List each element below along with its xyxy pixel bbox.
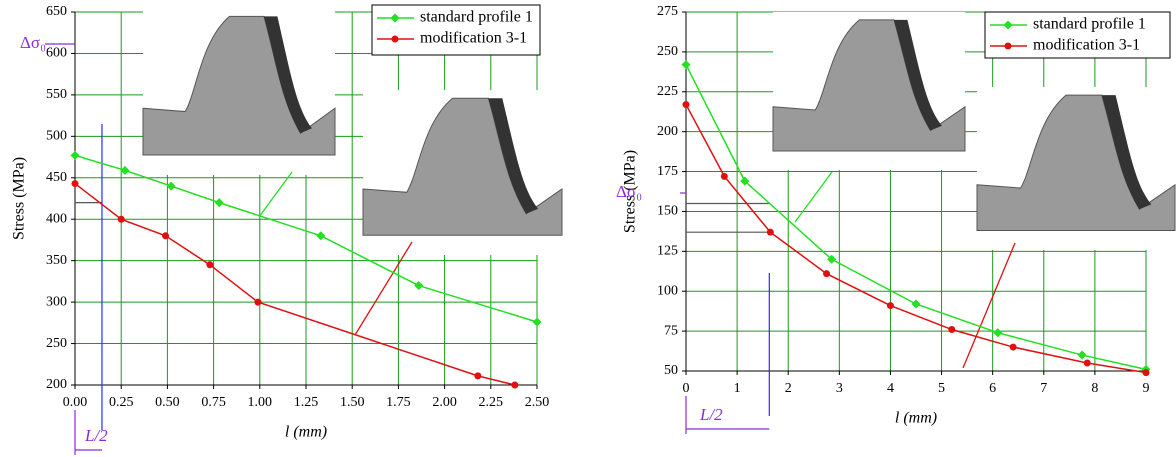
x-tick-label: 2.25 (479, 395, 504, 410)
y-tick-label: 250 (46, 336, 67, 351)
y-tick-label: 650 (46, 4, 67, 19)
y-tick-label: 500 (46, 129, 67, 144)
legend-label: standard profile 1 (420, 9, 533, 26)
pointer-arrow (963, 243, 1015, 368)
x-tick-label: 3 (836, 381, 843, 396)
x-tick-label: 1.75 (386, 395, 411, 410)
mesh-inset (977, 87, 1175, 250)
y-tick-label: 175 (657, 164, 678, 179)
mesh-inset (363, 90, 562, 255)
marker-diamond (682, 60, 691, 69)
marker-diamond (167, 182, 176, 191)
x-tick-label: 8 (1091, 381, 1098, 396)
x-axis-label: l (mm) (895, 410, 937, 427)
marker-diamond (533, 318, 542, 327)
x-tick-label: 2.50 (525, 395, 550, 410)
marker-circle (72, 180, 79, 187)
x-tick-label: 0 (683, 381, 690, 396)
y-tick-label: 450 (46, 170, 67, 185)
x-tick-label: 1.50 (340, 395, 365, 410)
y-tick-label: 75 (664, 323, 678, 338)
marker-circle (1005, 43, 1012, 50)
marker-circle (721, 173, 728, 180)
x-tick-label: 1 (734, 381, 741, 396)
annotation-delta: Δσ₀ (616, 182, 642, 201)
y-tick-label: 350 (46, 253, 67, 268)
x-tick-label: 1.00 (248, 395, 273, 410)
y-tick-label: 275 (657, 4, 678, 19)
y-tick-label: 200 (46, 377, 67, 392)
marker-circle (683, 101, 690, 108)
y-tick-label: 400 (46, 211, 67, 226)
x-tick-label: 2 (785, 381, 792, 396)
y-tick-label: 100 (657, 283, 678, 298)
marker-circle (823, 270, 830, 277)
marker-circle (162, 232, 169, 239)
x-tick-label: 0.50 (155, 395, 180, 410)
marker-circle (118, 216, 125, 223)
x-axis-label: l (mm) (285, 424, 327, 441)
x-tick-label: 0.00 (63, 395, 88, 410)
y-tick-label: 200 (657, 124, 678, 139)
marker-circle (392, 36, 399, 43)
figure: 2002503003504004505005506006500.000.250.… (0, 0, 1176, 457)
marker-diamond (912, 299, 921, 308)
x-tick-label: 4 (887, 381, 894, 396)
marker-diamond (1078, 351, 1087, 360)
marker-circle (474, 372, 481, 379)
mesh-inset (773, 12, 965, 170)
pointer-arrow (795, 172, 832, 222)
marker-circle (254, 299, 261, 306)
pointer-arrow (259, 172, 292, 217)
marker-diamond (414, 281, 423, 290)
y-tick-label: 50 (664, 363, 678, 378)
x-tick-label: 9 (1143, 381, 1150, 396)
marker-circle (1143, 369, 1150, 376)
marker-circle (767, 229, 774, 236)
pointer-arrow (355, 242, 412, 335)
x-tick-label: 0.75 (201, 395, 226, 410)
x-tick-label: 2.00 (432, 395, 457, 410)
marker-circle (1010, 344, 1017, 351)
y-tick-label: 550 (46, 87, 67, 102)
x-tick-label: 5 (938, 381, 945, 396)
y-axis-label: Stress (MPa) (11, 157, 28, 240)
annotation-half: L/2 (699, 405, 723, 424)
marker-circle (948, 326, 955, 333)
x-tick-label: 1.25 (294, 395, 319, 410)
legend-label: modification 3-1 (1033, 37, 1140, 54)
y-tick-label: 150 (657, 204, 678, 219)
y-tick-label: 250 (657, 44, 678, 59)
marker-circle (511, 382, 518, 389)
x-tick-label: 0.25 (109, 395, 134, 410)
marker-diamond (993, 328, 1002, 337)
legend: standard profile 1 modification 3-1 (372, 5, 540, 55)
annotation-delta: Δσ₀ (20, 33, 46, 52)
marker-diamond (71, 151, 80, 160)
marker-circle (206, 261, 213, 268)
legend-label: standard profile 1 (1033, 16, 1146, 33)
legend: standard profile 1 modification 3-1 (985, 12, 1170, 58)
y-tick-label: 600 (46, 46, 67, 61)
y-tick-label: 225 (657, 84, 678, 99)
y-tick-label: 125 (657, 244, 678, 259)
legend-label: modification 3-1 (420, 30, 527, 47)
mesh-inset (143, 8, 335, 175)
y-tick-label: 300 (46, 294, 67, 309)
marker-diamond (215, 198, 224, 207)
marker-diamond (120, 166, 129, 175)
x-tick-label: 7 (1040, 381, 1047, 396)
annotation-half: L/2 (84, 426, 108, 445)
marker-diamond (316, 231, 325, 240)
x-tick-label: 6 (989, 381, 996, 396)
marker-circle (887, 302, 894, 309)
marker-circle (1084, 360, 1091, 367)
